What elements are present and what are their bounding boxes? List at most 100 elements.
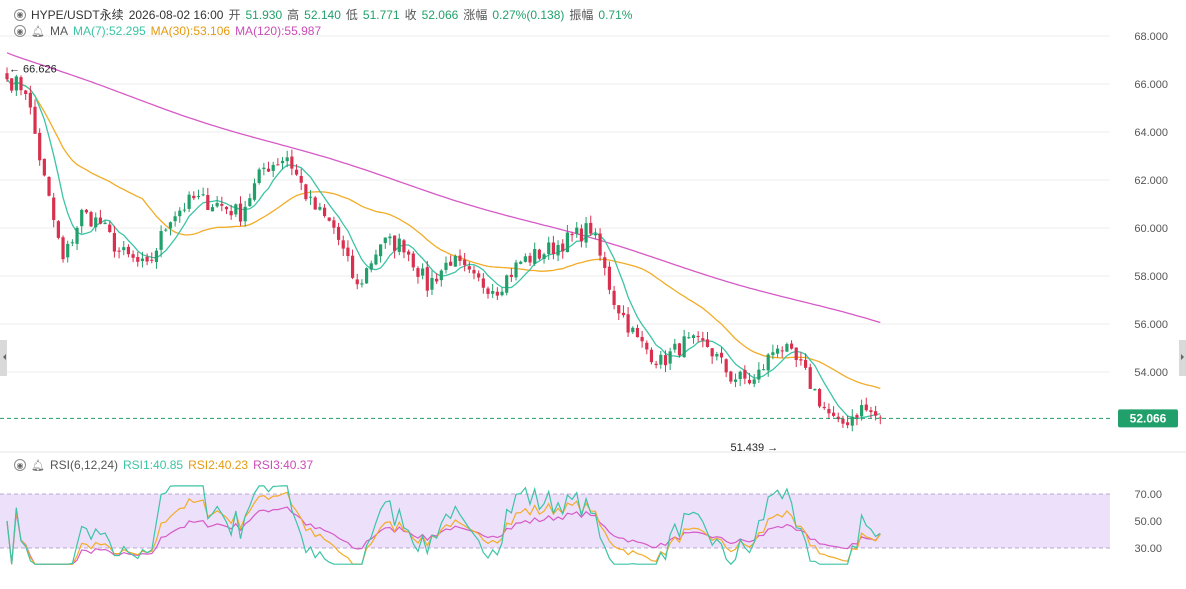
candle-body <box>294 169 299 175</box>
candle-body <box>416 268 420 277</box>
candle-body <box>668 351 672 364</box>
candle-body <box>486 288 490 294</box>
rsi2-line <box>6 491 881 565</box>
candle-body <box>687 337 691 339</box>
candle-body <box>710 348 714 357</box>
candle-body <box>803 359 808 368</box>
candle-body <box>808 367 812 389</box>
candle-body <box>467 266 471 270</box>
candle-body <box>565 232 569 253</box>
candle-body <box>271 164 275 171</box>
y-tick-label: 62.000 <box>1134 175 1168 187</box>
candle-body <box>715 353 719 357</box>
rsi1-line <box>6 485 881 566</box>
candle-body <box>159 231 163 250</box>
candle-body <box>743 369 747 379</box>
ma7-line <box>6 78 881 420</box>
candle-body <box>836 416 840 420</box>
candle-body <box>19 77 23 91</box>
y-tick-label: 64.000 <box>1134 127 1168 139</box>
candle-body <box>154 250 159 263</box>
candle-body <box>145 256 149 262</box>
high-label: 高 <box>287 8 300 22</box>
candle-body <box>56 221 60 238</box>
candle-body <box>388 236 392 239</box>
candle-body <box>24 90 28 95</box>
candle-body <box>649 349 654 363</box>
candle-body <box>500 291 504 296</box>
candle-body <box>691 335 696 338</box>
candle-body <box>878 417 882 419</box>
high-value: 52.140 <box>304 7 341 22</box>
candle-body <box>621 312 626 316</box>
bell-icon[interactable]: 🔔︎ <box>31 25 45 38</box>
candle-body <box>850 416 854 426</box>
eye-icon[interactable]: ◉ <box>14 459 26 471</box>
candle-body <box>108 224 112 233</box>
candle-body <box>547 242 551 254</box>
eye-icon[interactable]: ◉ <box>14 25 26 37</box>
candle-body <box>336 226 341 240</box>
candle-body <box>757 369 761 380</box>
candle-body <box>229 210 233 216</box>
candle-body <box>266 168 271 172</box>
candle-body <box>654 363 658 366</box>
candle-body <box>173 216 177 222</box>
rsi-band <box>0 494 1110 548</box>
candle-body <box>379 244 383 257</box>
candle-body <box>705 339 710 348</box>
candle-body <box>495 291 499 296</box>
candle-body <box>360 283 364 285</box>
y-tick-label: 54.000 <box>1134 367 1168 379</box>
candle-body <box>346 247 350 257</box>
ma30-value: MA(30):53.106 <box>150 24 231 38</box>
y-tick-label: 56.000 <box>1134 319 1168 331</box>
candle-body <box>84 209 88 213</box>
candle-body <box>481 278 485 288</box>
candle-body <box>192 195 196 199</box>
candle-body <box>80 209 84 227</box>
candle-body <box>645 342 649 350</box>
y-tick-label: 66.000 <box>1134 79 1168 91</box>
candle-body <box>701 338 705 341</box>
candle-body <box>224 206 229 210</box>
candle-body <box>126 246 131 255</box>
max-price-annotation: ← 66.626 <box>9 64 57 76</box>
candle-body <box>206 195 210 211</box>
bell-icon[interactable]: 🔔︎ <box>31 459 45 472</box>
change-label: 涨幅 <box>463 8 488 22</box>
candle-body <box>570 233 574 236</box>
left-arrow-icon[interactable] <box>0 340 7 376</box>
candle-body <box>318 207 322 210</box>
right-arrow-icon[interactable] <box>1179 340 1186 376</box>
candle-body <box>598 233 602 256</box>
candle-body <box>70 242 74 244</box>
candle-body <box>411 253 415 268</box>
candle-body <box>640 336 644 342</box>
candle-body <box>407 251 411 255</box>
candle-body <box>537 249 541 259</box>
candle-body <box>187 194 191 209</box>
candle-body <box>794 347 798 361</box>
candle-body <box>402 240 406 253</box>
candle-body <box>738 371 742 379</box>
eye-icon[interactable]: ◉ <box>14 8 26 21</box>
candle-body <box>855 415 859 418</box>
candle-body <box>313 197 317 210</box>
candle-body <box>14 76 18 91</box>
low-label: 低 <box>345 8 358 22</box>
candle-body <box>542 254 546 259</box>
candle-body <box>220 203 224 206</box>
candle-body <box>383 237 387 244</box>
ma-name: MA <box>49 24 68 38</box>
candle-body <box>276 164 280 166</box>
candle-body <box>626 314 630 333</box>
candle-body <box>136 257 140 262</box>
candle-body <box>747 379 752 384</box>
symbol-label: HYPE/USDT永续 <box>31 8 124 22</box>
candle-body <box>477 273 481 278</box>
candle-body <box>612 290 616 305</box>
candle-body <box>435 278 439 282</box>
candle-body <box>178 210 182 217</box>
